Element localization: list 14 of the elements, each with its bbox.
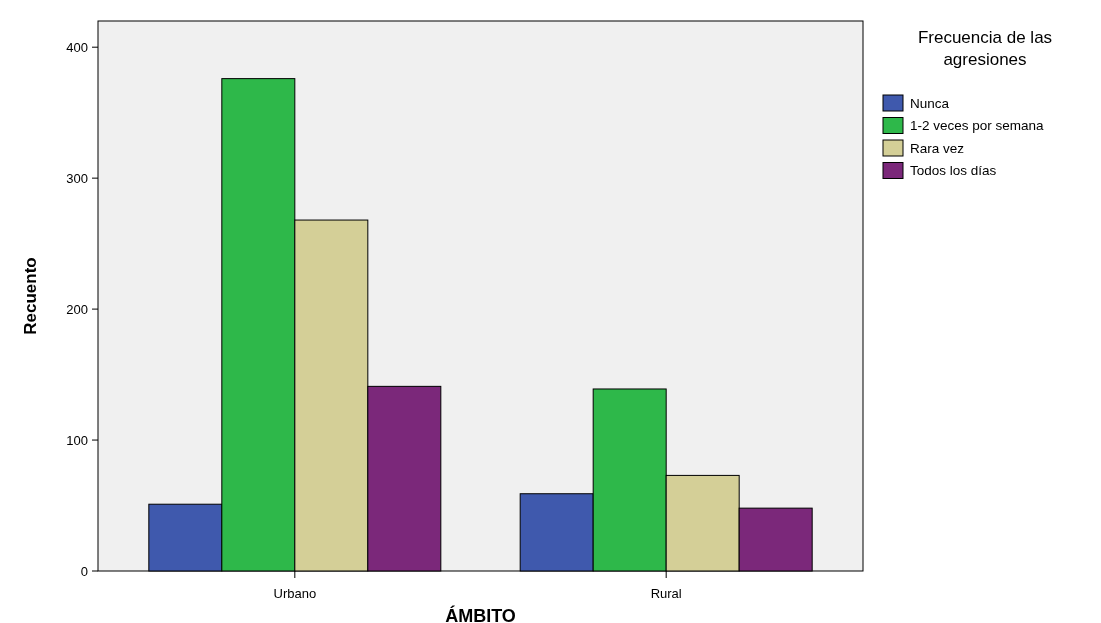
x-axis-title: ÁMBITO (445, 605, 516, 623)
legend-title: Frecuencia de las agresiones (917, 28, 1053, 69)
y-axis-title: Recuento (21, 257, 40, 335)
legend-label: Rara vez (910, 140, 965, 156)
x-tick-label: Urbano (273, 586, 317, 601)
y-tick-label: 200 (66, 301, 88, 317)
legend-label: Nunca (910, 95, 950, 111)
y-tick-label: 0 (80, 563, 88, 579)
x-tick-label: Rural (650, 586, 682, 601)
legend-label: Todos los días (910, 163, 997, 179)
legend-label: 1-2 veces por semana (910, 118, 1045, 134)
y-tick-label: 100 (66, 432, 88, 448)
y-tick-label: 300 (66, 170, 88, 186)
y-tick-label: 400 (66, 39, 88, 55)
